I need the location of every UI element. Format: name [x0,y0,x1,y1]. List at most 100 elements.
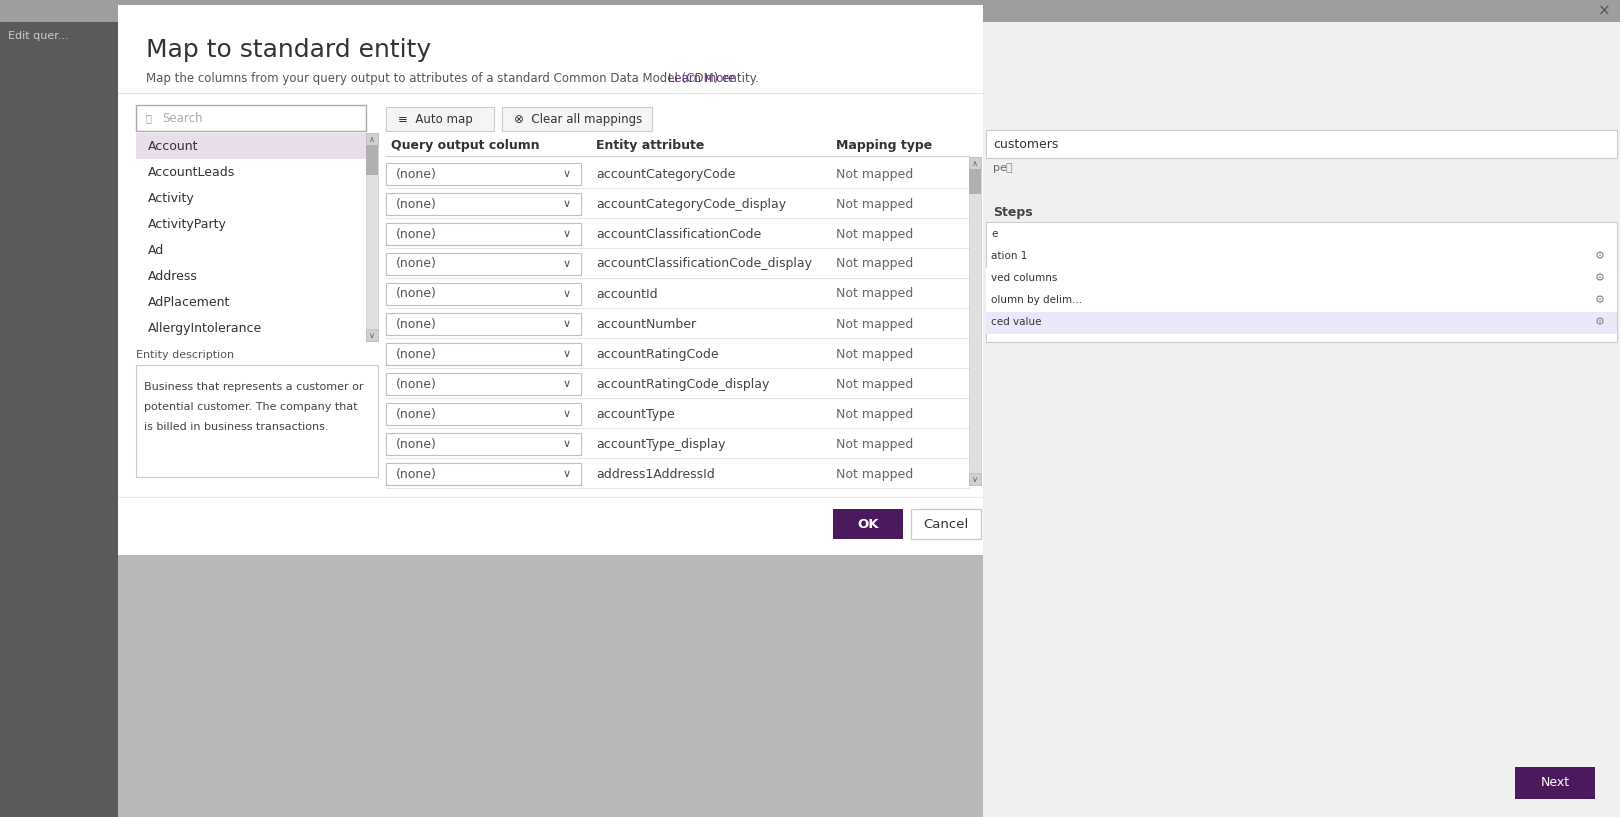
Text: Map to standard entity: Map to standard entity [146,38,431,62]
Text: ∨: ∨ [564,349,572,359]
Text: Query output column: Query output column [390,139,539,151]
Text: (none): (none) [395,198,437,211]
Text: Not mapped: Not mapped [836,377,914,391]
Text: AllergyIntolerance: AllergyIntolerance [147,322,262,334]
Bar [136,365,377,477]
Bar [386,107,494,131]
Text: (none): (none) [395,437,437,450]
Bar [386,193,582,215]
Bar [366,329,377,341]
Text: (none): (none) [395,467,437,480]
Bar [118,132,122,154]
Bar [0,0,1620,22]
Text: ×: × [1597,3,1610,19]
Bar [366,145,377,175]
Bar [136,133,366,159]
Text: accountNumber: accountNumber [596,318,697,331]
Text: Activity: Activity [147,191,194,204]
Text: (none): (none) [395,288,437,301]
Text: (none): (none) [395,347,437,360]
Text: ∨: ∨ [369,331,376,340]
Bar [386,463,582,485]
Bar [386,373,582,395]
Text: ∨: ∨ [564,199,572,209]
Bar [969,157,982,485]
Text: Map the columns from your query output to attributes of a standard Common Data M: Map the columns from your query output t… [146,72,758,84]
Bar [987,290,1617,312]
Text: ⓘ: ⓘ [1004,163,1011,173]
Text: (none): (none) [395,227,437,240]
Text: Not mapped: Not mapped [836,437,914,450]
Bar [833,509,902,539]
Text: Mapping type: Mapping type [836,139,932,151]
Text: Not mapped: Not mapped [836,198,914,211]
Text: accountType_display: accountType_display [596,437,726,450]
Text: Not mapped: Not mapped [836,288,914,301]
Bar [366,133,377,341]
Text: address1AddressId: address1AddressId [596,467,714,480]
Text: pe: pe [993,163,1008,173]
Text: ∨: ∨ [972,475,978,484]
Bar [366,133,377,145]
Text: accountType: accountType [596,408,676,421]
Text: ⊞  Application Pe...: ⊞ Application Pe... [123,116,215,126]
Text: (none): (none) [395,377,437,391]
Bar [118,5,983,555]
Text: accountRatingCode: accountRatingCode [596,347,719,360]
Text: accountRatingCode_display: accountRatingCode_display [596,377,770,391]
Text: Not mapped: Not mapped [836,408,914,421]
Bar [386,163,582,185]
Text: Not mapped: Not mapped [836,467,914,480]
Text: ved columns: ved columns [991,273,1058,283]
Text: olumn by delim...: olumn by delim... [991,295,1082,305]
Text: ation 1: ation 1 [991,251,1027,261]
Bar [136,105,366,131]
Text: Account: Account [147,140,199,153]
Text: Not mapped: Not mapped [836,257,914,270]
Text: ⚙: ⚙ [1596,251,1605,261]
Text: ∧: ∧ [972,158,978,167]
Bar [910,509,982,539]
Bar [386,433,582,455]
Text: Steps: Steps [993,206,1032,218]
Bar [983,22,1620,817]
Text: customers: customers [993,137,1058,150]
Text: ∨: ∨ [564,319,572,329]
Text: ∨: ∨ [564,469,572,479]
Text: ∨: ∨ [564,259,572,269]
Text: (none): (none) [395,408,437,421]
Bar [386,343,582,365]
Text: Edit quer...: Edit quer... [8,31,68,41]
Text: Power Query: Power Query [773,5,847,17]
Text: Not mapped: Not mapped [836,167,914,181]
Text: ⚙: ⚙ [1596,317,1605,327]
Text: Next: Next [1541,776,1570,789]
Text: Not mapped: Not mapped [836,347,914,360]
Text: ≡  Auto map: ≡ Auto map [399,113,473,126]
Text: Search: Search [162,111,202,124]
Text: accountCategoryCode_display: accountCategoryCode_display [596,198,786,211]
Text: ⚙: ⚙ [1596,273,1605,283]
Bar [0,22,118,817]
Text: (none): (none) [395,167,437,181]
Text: potential customer. The company that: potential customer. The company that [144,402,358,412]
Text: AccountLeads: AccountLeads [147,166,235,178]
Text: ∨: ∨ [564,379,572,389]
Text: accountId: accountId [596,288,658,301]
Bar [987,312,1617,334]
Bar [386,223,582,245]
Text: accountClassificationCode: accountClassificationCode [596,227,761,240]
Text: Not mapped: Not mapped [836,318,914,331]
Text: Business that represents a customer or: Business that represents a customer or [144,382,363,392]
Text: ∨: ∨ [564,289,572,299]
Text: ∧: ∧ [369,135,376,144]
Bar [386,403,582,425]
Bar [969,157,982,169]
Bar [987,130,1617,158]
Text: Address: Address [147,270,198,283]
Text: Entity description: Entity description [136,350,235,360]
Text: accountClassificationCode_display: accountClassificationCode_display [596,257,812,270]
Text: ⊞  Get data: ⊞ Get data [123,70,183,80]
Text: OK: OK [857,517,878,530]
Bar [118,132,122,154]
